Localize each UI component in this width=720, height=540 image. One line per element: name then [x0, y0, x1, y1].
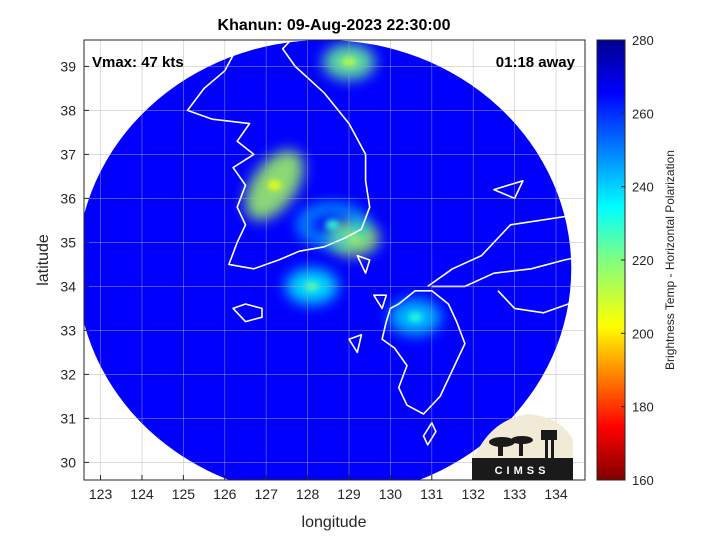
coastline — [497, 281, 585, 314]
grid-lines — [84, 40, 585, 480]
y-tick-label: 39 — [60, 58, 76, 74]
x-axis-ticks: 123 124 125 126 127 128 129 130 131 132 133 134 — [89, 475, 568, 502]
x-tick-label: 126 — [213, 486, 237, 502]
colorbar-tick-label: 240 — [632, 180, 654, 195]
colorbar-tick-label: 280 — [632, 33, 654, 48]
y-tick-label: 38 — [60, 102, 76, 118]
x-tick-label: 127 — [255, 486, 279, 502]
satellite-dish-icon — [489, 437, 515, 447]
coastline — [186, 40, 371, 270]
x-tick-label: 134 — [544, 486, 568, 502]
x-tick-label: 133 — [503, 486, 527, 502]
x-tick-label: 124 — [130, 486, 154, 502]
cimss-logo: CIMSS — [472, 414, 573, 480]
plot-area: 123 124 125 126 127 128 129 130 131 132 133 134 303… — [60, 39, 586, 502]
y-tick-label: 33 — [60, 322, 76, 338]
logo-text: CIMSS — [495, 465, 550, 477]
y-tick-label: 35 — [60, 234, 76, 250]
coastline — [427, 215, 585, 288]
swath-disc — [84, 40, 572, 480]
coastline — [232, 303, 263, 323]
colorbar-ticks: 160 180 200 220 240 260 280 — [621, 33, 654, 488]
colorbar: 160 180 200 220 240 260 280 Brightness Temp - … — [596, 33, 677, 488]
x-axis-label: longitude — [302, 514, 367, 531]
colorbar-tick-label: 200 — [632, 326, 654, 341]
colorbar-tick-label: 160 — [632, 473, 654, 488]
x-tick-label: 125 — [172, 486, 196, 502]
x-tick-label: 130 — [379, 486, 403, 502]
coastline — [493, 180, 524, 200]
y-tick-label: 36 — [60, 190, 76, 206]
x-tick-label: 123 — [89, 486, 113, 502]
time-away-annotation: 01:18 away — [496, 54, 576, 71]
y-tick-label: 37 — [60, 146, 76, 162]
colorbar-gradient — [596, 39, 626, 481]
x-tick-label: 128 — [296, 486, 320, 502]
coastline — [356, 254, 371, 274]
y-tick-label: 34 — [60, 278, 76, 294]
x-tick-label: 132 — [462, 486, 486, 502]
microwave-swath — [84, 40, 572, 480]
coastline — [348, 334, 363, 354]
coastline — [373, 294, 388, 310]
colorbar-tick-label: 220 — [632, 253, 654, 268]
x-tick-label: 129 — [337, 486, 361, 502]
colorbar-label: Brightness Temp - Horizontal Polarizatio… — [663, 150, 677, 370]
y-axis-ticks: 30 31 32 33 34 35 36 37 38 39 — [60, 58, 89, 470]
colorbar-tick-label: 260 — [632, 106, 654, 121]
y-tick-label: 32 — [60, 366, 76, 382]
chart-title: Khanun: 09-Aug-2023 22:30:00 — [218, 17, 451, 34]
colorbar-tick-label: 180 — [632, 400, 654, 415]
water-tower-icon — [541, 430, 557, 440]
x-tick-label: 131 — [420, 486, 444, 502]
y-tick-label: 31 — [60, 410, 76, 426]
y-tick-label: 30 — [60, 454, 76, 470]
y-axis-label: latitude — [35, 234, 52, 286]
vmax-annotation: Vmax: 47 kts — [92, 54, 184, 71]
coastline — [381, 290, 466, 415]
plot-frame — [83, 39, 586, 481]
